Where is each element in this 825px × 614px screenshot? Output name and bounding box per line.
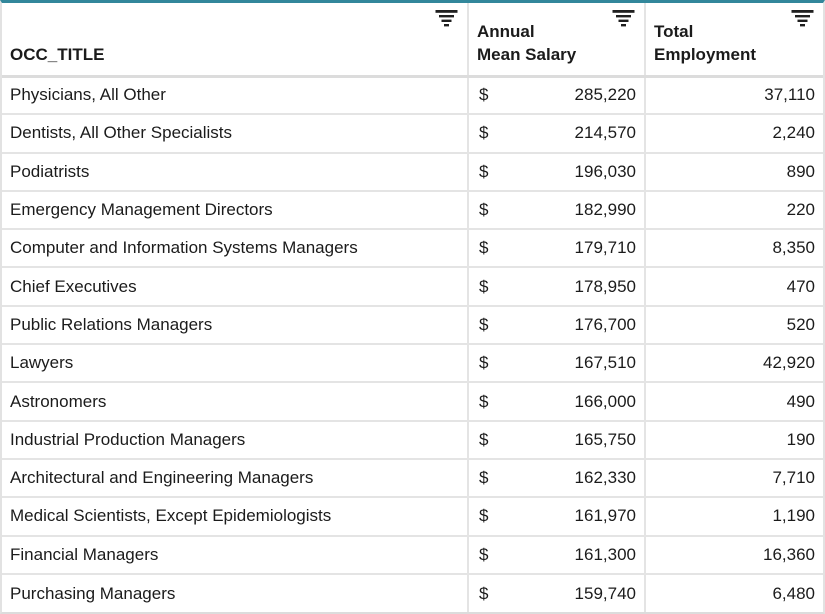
- salary-value: 176,700: [574, 314, 636, 334]
- employment-cell: 220: [645, 189, 823, 230]
- occ-title-cell: Dentists, All Other Specialists: [2, 113, 469, 153]
- occ-title-cell: Financial Managers: [2, 534, 469, 574]
- currency-symbol: $: [479, 506, 489, 526]
- salary-cell: $166,000: [468, 381, 646, 421]
- employment-cell: 190: [645, 419, 823, 459]
- salary-value: 179,710: [574, 238, 636, 258]
- occ-title-cell: Podiatrists: [2, 151, 469, 191]
- employment-cell: 2,240: [645, 113, 823, 153]
- salary-cell: $159,740: [468, 572, 646, 612]
- table-row: Computer and Information Systems Manager…: [2, 228, 823, 268]
- salary-value: 159,740: [574, 583, 636, 603]
- salary-cell: $165,750: [468, 419, 646, 459]
- employment-cell: 6,480: [645, 572, 823, 612]
- employment-cell: 490: [645, 381, 823, 421]
- salary-cell: $176,700: [468, 304, 646, 345]
- currency-symbol: $: [479, 544, 489, 564]
- table-row: Financial Managers $161,300 16,360: [2, 534, 823, 574]
- table-row: Podiatrists $196,030 890: [2, 151, 823, 191]
- table-row: Public Relations Managers $176,700 520: [2, 304, 823, 345]
- salary-value: 165,750: [574, 429, 636, 449]
- column-label: Annual: [477, 21, 535, 41]
- occ-title-cell: Chief Executives: [2, 266, 469, 306]
- occ-title-cell: Purchasing Managers: [2, 572, 469, 612]
- employment-cell: 890: [645, 151, 823, 191]
- employment-cell: 42,920: [645, 343, 823, 383]
- employment-cell: 7,710: [645, 457, 823, 498]
- employment-cell: 470: [645, 266, 823, 306]
- table-row: Architectural and Engineering Managers $…: [2, 457, 823, 498]
- occ-title-cell: Architectural and Engineering Managers: [2, 457, 469, 498]
- salary-value: 161,300: [574, 544, 636, 564]
- filter-icon[interactable]: [612, 10, 635, 27]
- header-row: OCC_TITLE Annual Mean Salary: [2, 3, 823, 78]
- currency-symbol: $: [479, 429, 489, 449]
- occ-title-cell: Medical Scientists, Except Epidemiologis…: [2, 496, 469, 536]
- employment-cell: 8,350: [645, 228, 823, 268]
- currency-symbol: $: [479, 85, 489, 105]
- currency-symbol: $: [479, 314, 489, 334]
- currency-symbol: $: [479, 161, 489, 181]
- table-row: Lawyers $167,510 42,920: [2, 343, 823, 383]
- occ-title-cell: Public Relations Managers: [2, 304, 469, 345]
- salary-value: 182,990: [574, 200, 636, 220]
- occ-title-cell: Industrial Production Managers: [2, 419, 469, 459]
- column-header-annual-mean-salary: Annual Mean Salary: [468, 3, 646, 78]
- currency-symbol: $: [479, 123, 489, 143]
- occ-title-cell: Emergency Management Directors: [2, 189, 469, 230]
- filter-icon[interactable]: [435, 10, 458, 27]
- salary-value: 167,510: [574, 353, 636, 373]
- salary-value: 178,950: [574, 276, 636, 296]
- column-label: OCC_TITLE: [10, 44, 105, 64]
- currency-symbol: $: [479, 200, 489, 220]
- table-row: Dentists, All Other Specialists $214,570…: [2, 113, 823, 153]
- salary-cell: $214,570: [468, 113, 646, 153]
- salary-cell: $182,990: [468, 189, 646, 230]
- occupation-salary-table: OCC_TITLE Annual Mean Salary: [2, 3, 823, 612]
- currency-symbol: $: [479, 468, 489, 488]
- employment-cell: 16,360: [645, 534, 823, 574]
- salary-cell: $285,220: [468, 76, 646, 115]
- table-row: Industrial Production Managers $165,750 …: [2, 419, 823, 459]
- employment-cell: 37,110: [645, 76, 823, 115]
- salary-value: 161,970: [574, 506, 636, 526]
- currency-symbol: $: [479, 238, 489, 258]
- occ-title-cell: Physicians, All Other: [2, 76, 469, 115]
- salary-value: 285,220: [574, 85, 636, 105]
- table-row: Astronomers $166,000 490: [2, 381, 823, 421]
- column-label: Mean Salary: [477, 44, 577, 64]
- table-row: Physicians, All Other $285,220 37,110: [2, 76, 823, 115]
- table-row: Emergency Management Directors $182,990 …: [2, 189, 823, 230]
- employment-cell: 1,190: [645, 496, 823, 536]
- currency-symbol: $: [479, 276, 489, 296]
- salary-value: 162,330: [574, 468, 636, 488]
- salary-cell: $162,330: [468, 457, 646, 498]
- currency-symbol: $: [479, 353, 489, 373]
- salary-cell: $161,300: [468, 534, 646, 574]
- column-header-occ-title: OCC_TITLE: [2, 3, 469, 78]
- salary-cell: $161,970: [468, 496, 646, 536]
- occ-title-cell: Astronomers: [2, 381, 469, 421]
- filter-icon[interactable]: [791, 10, 814, 27]
- salary-value: 214,570: [574, 123, 636, 143]
- salary-value: 166,000: [574, 391, 636, 411]
- salary-cell: $167,510: [468, 343, 646, 383]
- salary-cell: $196,030: [468, 151, 646, 191]
- occ-title-cell: Lawyers: [2, 343, 469, 383]
- employment-cell: 520: [645, 304, 823, 345]
- salary-value: 196,030: [574, 161, 636, 181]
- table-row: Chief Executives $178,950 470: [2, 266, 823, 306]
- occ-title-cell: Computer and Information Systems Manager…: [2, 228, 469, 268]
- salary-cell: $179,710: [468, 228, 646, 268]
- salary-cell: $178,950: [468, 266, 646, 306]
- column-label: Total: [654, 21, 694, 41]
- column-label: Employment: [654, 44, 757, 64]
- currency-symbol: $: [479, 583, 489, 603]
- currency-symbol: $: [479, 391, 489, 411]
- table-row: Medical Scientists, Except Epidemiologis…: [2, 496, 823, 536]
- table-row: Purchasing Managers $159,740 6,480: [2, 572, 823, 612]
- column-header-total-employment: Total Employment: [645, 3, 823, 78]
